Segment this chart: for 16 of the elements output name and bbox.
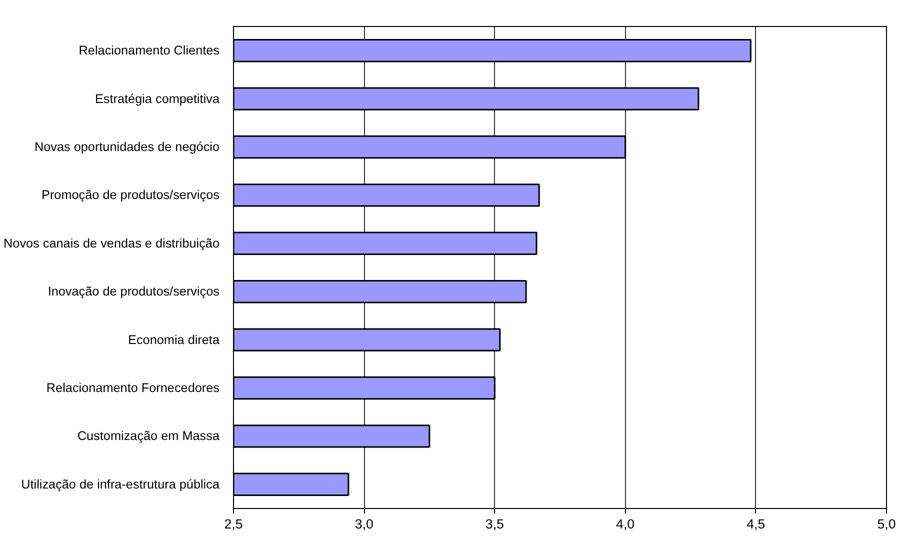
y-tick-label: Novos canais de vendas e distribuição — [4, 236, 220, 250]
y-tick-label: Relacionamento Clientes — [78, 44, 220, 58]
x-tick-label: 2,5 — [224, 516, 243, 532]
x-tick-label: 4,5 — [746, 516, 766, 532]
y-tick-label: Economia direta — [128, 332, 220, 347]
y-tick-label: Novas oportunidades de negócio — [34, 140, 220, 154]
y-tick-label: Relacionamento Fornecedores — [46, 381, 220, 395]
x-tick-label: 3,0 — [354, 516, 374, 532]
y-tick-label: Estratégia competitiva — [94, 92, 220, 106]
x-tick-label: 5,0 — [877, 516, 896, 532]
y-tick-label: Utilização de infra-estrutura pública — [21, 477, 220, 492]
x-tick-label: 3,5 — [485, 516, 504, 532]
y-tick-label: Promoção de produtos/serviços — [42, 188, 220, 202]
y-tick-label: Customização em Massa — [77, 429, 220, 444]
y-tick-label: Inovação de produtos/serviços — [48, 284, 220, 299]
x-tick-label: 4,0 — [616, 516, 635, 532]
